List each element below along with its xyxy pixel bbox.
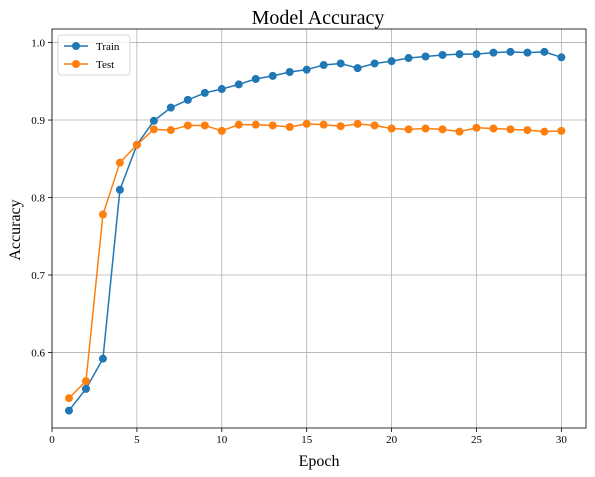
data-point-test <box>200 121 209 130</box>
data-point-train <box>251 74 260 83</box>
data-point-test <box>455 127 464 136</box>
data-point-test <box>404 125 413 134</box>
data-point-train <box>64 406 73 415</box>
data-point-train <box>387 57 396 66</box>
data-point-train <box>523 48 532 57</box>
data-point-test <box>115 158 124 167</box>
data-point-train <box>200 88 209 97</box>
data-point-train <box>115 185 124 194</box>
data-point-test <box>370 121 379 130</box>
x-tick-label: 0 <box>49 434 55 446</box>
legend-label: Train <box>96 41 120 53</box>
data-point-test <box>149 125 158 134</box>
data-point-train <box>217 85 226 94</box>
legend-label: Test <box>96 59 114 71</box>
data-point-test <box>421 124 430 133</box>
data-point-train <box>98 354 107 363</box>
data-point-train <box>302 65 311 74</box>
data-point-train <box>234 80 243 89</box>
legend-item-train: Train <box>64 41 120 53</box>
data-point-train <box>506 47 515 56</box>
data-point-train <box>455 50 464 59</box>
y-tick-label: 0.7 <box>31 270 45 282</box>
legend-item-test: Test <box>64 59 114 71</box>
data-point-test <box>438 125 447 134</box>
x-tick-label: 30 <box>556 434 568 446</box>
data-point-test <box>268 121 277 130</box>
data-point-test <box>353 119 362 128</box>
x-axis-label: Epoch <box>299 453 340 470</box>
data-point-test <box>251 120 260 129</box>
data-point-train <box>353 64 362 73</box>
series-line-train <box>68 51 562 412</box>
data-point-train <box>540 47 549 56</box>
data-point-test <box>302 119 311 128</box>
y-tick-label: 0.6 <box>31 347 45 359</box>
data-point-train <box>285 67 294 76</box>
data-point-test <box>472 123 481 132</box>
data-point-test <box>98 210 107 219</box>
x-tick-label: 10 <box>216 434 228 446</box>
data-point-test <box>217 126 226 135</box>
data-point-test <box>540 127 549 136</box>
data-point-train <box>489 48 498 57</box>
data-point-test <box>506 125 515 134</box>
data-point-test <box>234 120 243 129</box>
data-point-train <box>404 54 413 63</box>
grid <box>51 29 586 428</box>
data-point-test <box>319 120 328 129</box>
data-point-train <box>149 116 158 125</box>
y-tick-label: 1.0 <box>31 38 45 50</box>
y-axis: 0.6 0.7 0.8 0.9 1.0 <box>31 38 52 359</box>
x-tick-label: 20 <box>386 434 398 446</box>
data-point-train <box>336 59 345 68</box>
data-point-train <box>438 50 447 59</box>
series-line-test <box>68 123 562 399</box>
series-train <box>64 47 566 415</box>
data-point-train <box>557 53 566 62</box>
data-point-train <box>183 95 192 104</box>
data-point-test <box>285 123 294 132</box>
data-point-test <box>489 124 498 133</box>
data-point-test <box>166 126 175 135</box>
data-point-test <box>64 394 73 403</box>
y-tick-label: 0.8 <box>31 193 45 205</box>
series-layer <box>64 47 566 415</box>
plot-frame <box>51 28 587 429</box>
legend: Train Test <box>57 34 131 76</box>
x-tick-label: 5 <box>134 434 140 446</box>
data-point-test <box>81 377 90 386</box>
y-axis-label: Accuracy <box>7 199 24 260</box>
chart-title: Model Accuracy <box>252 7 385 29</box>
x-axis: 0 5 10 15 20 25 30 <box>49 428 567 446</box>
data-point-train <box>370 59 379 68</box>
y-tick-label: 0.9 <box>31 115 45 127</box>
data-point-train <box>81 384 90 393</box>
data-point-train <box>166 103 175 112</box>
data-point-test <box>183 121 192 130</box>
data-point-train <box>421 52 430 61</box>
data-point-test <box>523 126 532 135</box>
data-point-test <box>336 122 345 131</box>
data-point-train <box>319 61 328 70</box>
data-point-test <box>387 124 396 133</box>
legend-marker <box>72 60 80 68</box>
x-tick-label: 15 <box>301 434 313 446</box>
data-point-train <box>268 71 277 80</box>
series-test <box>64 119 566 403</box>
data-point-test <box>557 126 566 135</box>
x-tick-label: 25 <box>471 434 483 446</box>
data-point-train <box>472 50 481 59</box>
legend-marker <box>72 42 80 50</box>
data-point-test <box>132 140 141 149</box>
